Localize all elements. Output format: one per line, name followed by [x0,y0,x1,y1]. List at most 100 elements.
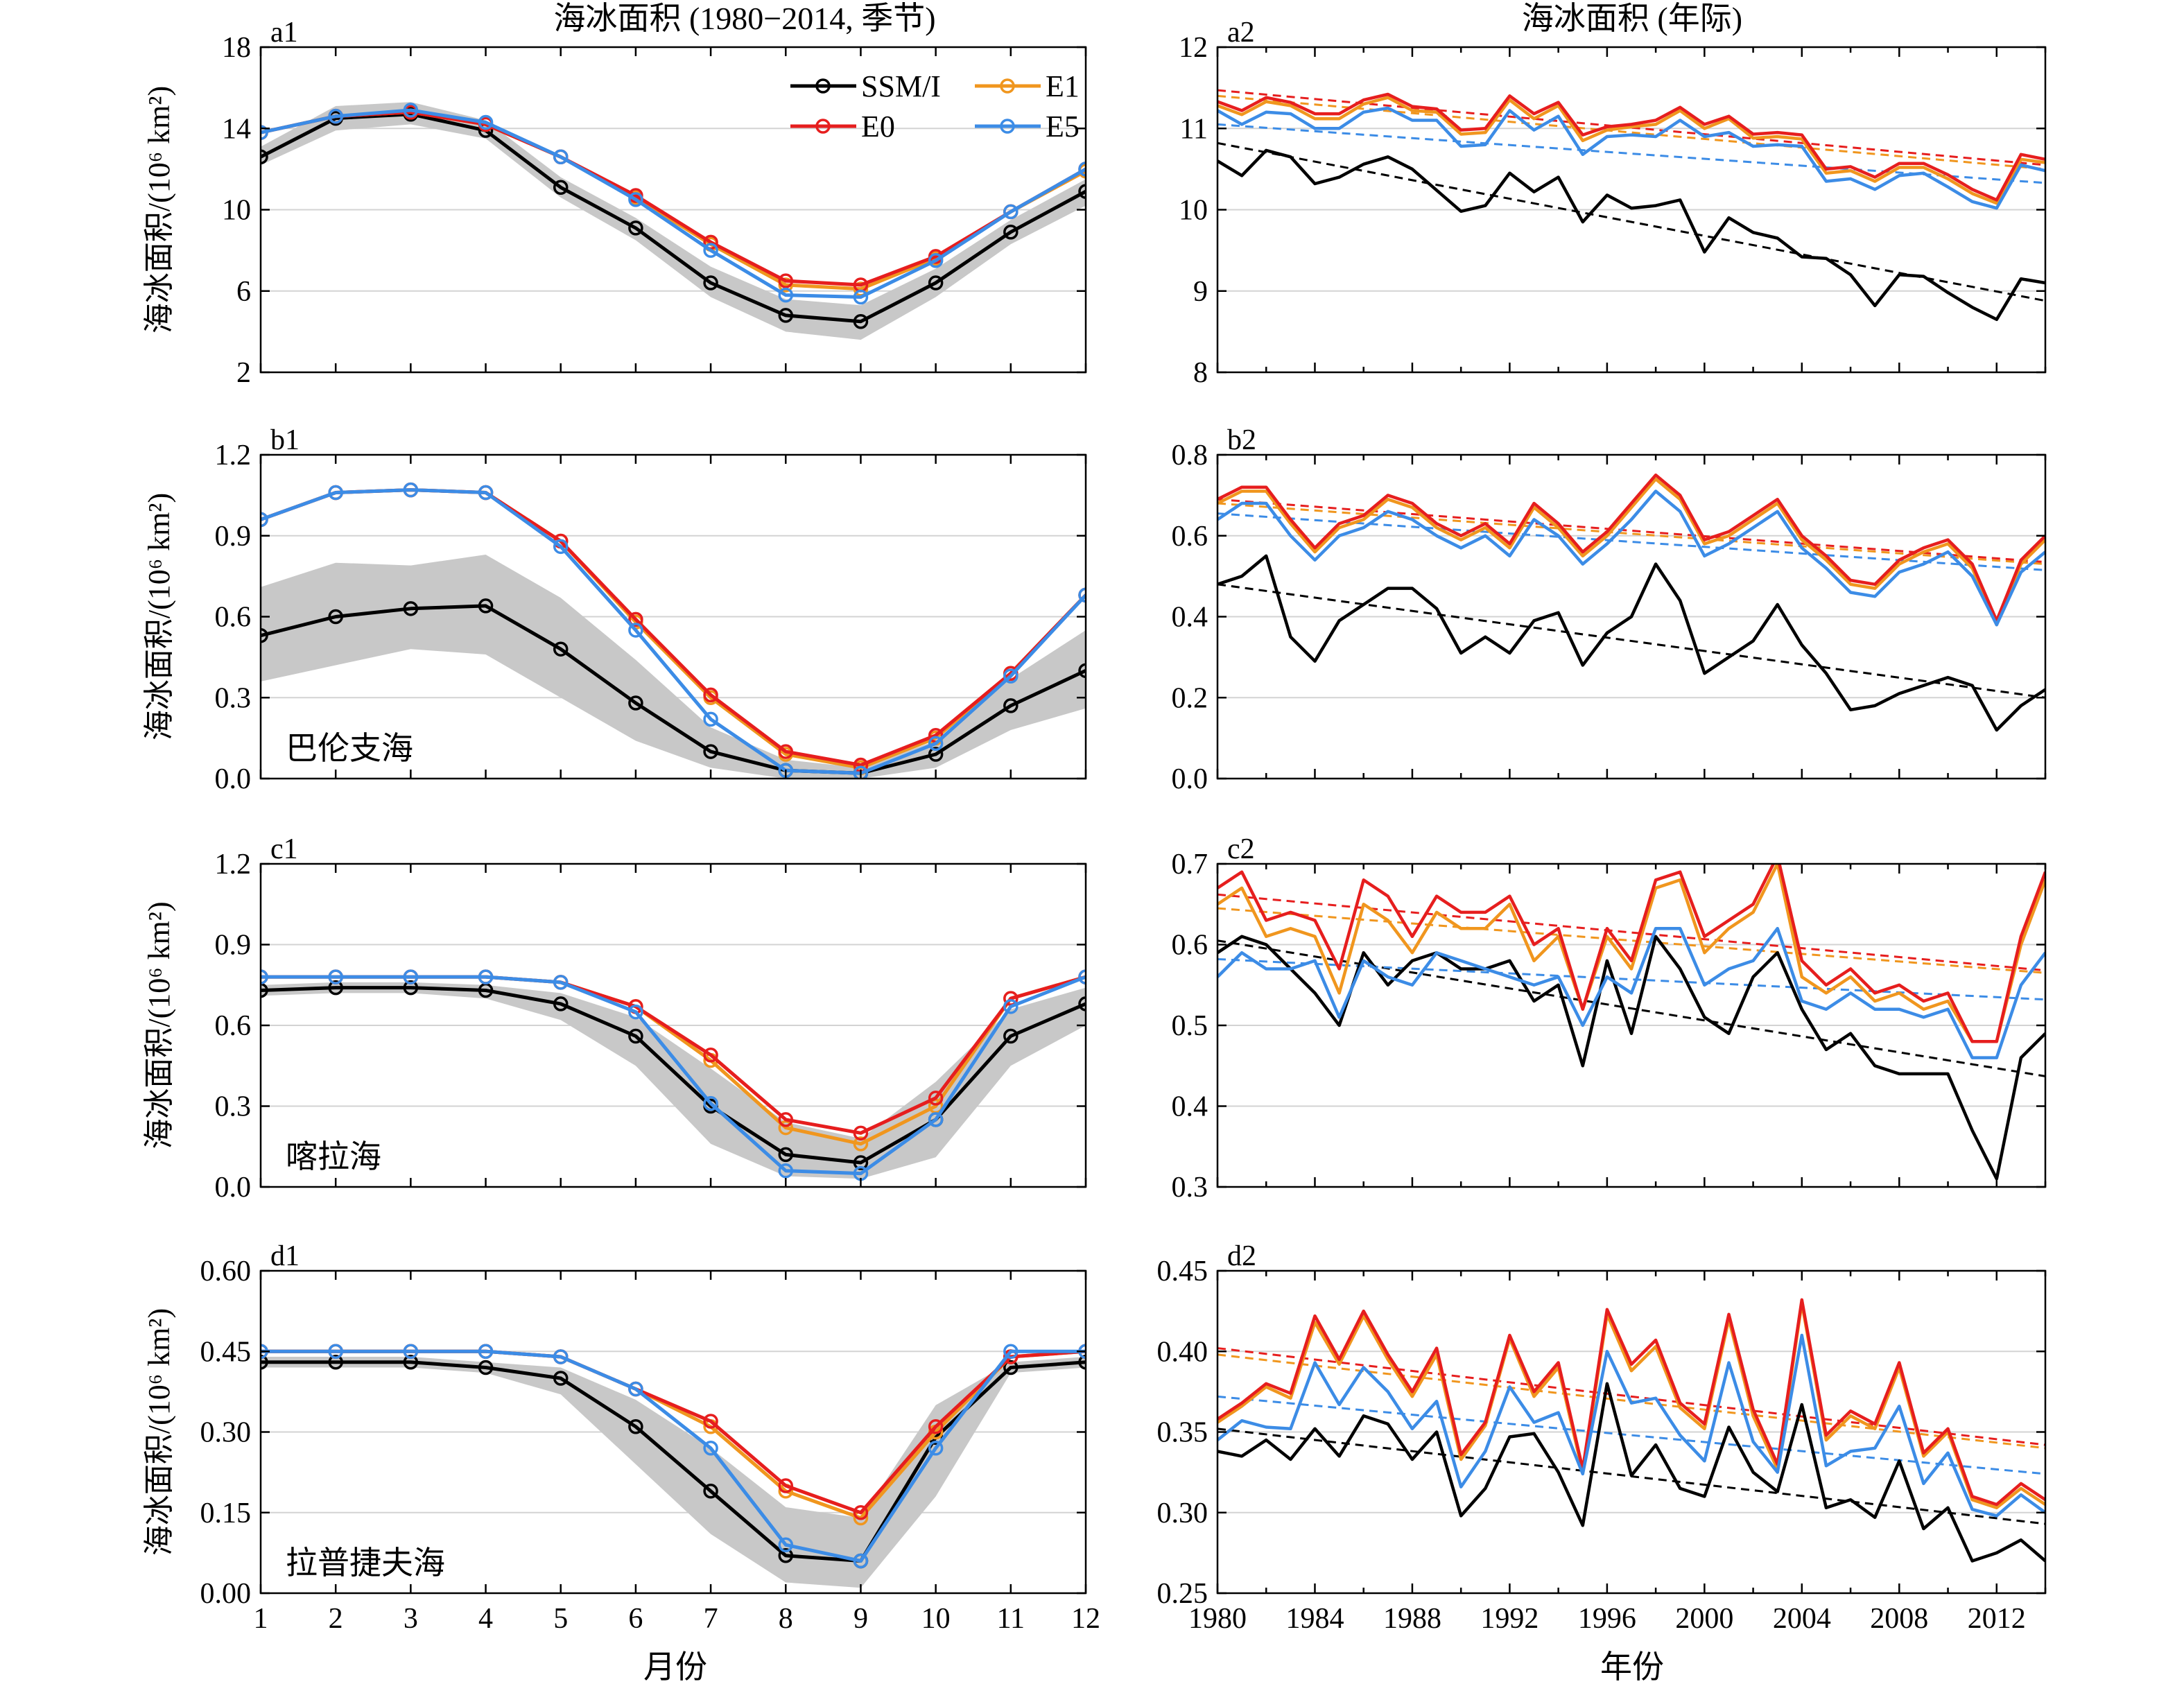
data-point-ssmi [261,149,268,165]
ytick-label: 0.30 [1157,1498,1208,1529]
xtick-label: 7 [704,1603,718,1635]
data-point-e5 [628,1004,643,1020]
data-point-ssmi [778,308,794,323]
ytick-label: 0.4 [1172,1091,1208,1123]
ytick-label: 11 [1180,113,1208,145]
panel-d1: 0.000.150.300.450.601 2 3 4 5 6 7 8 9 10 11 12d1拉普捷… [142,1240,1100,1635]
data-point-ssmi [403,1355,419,1370]
data-point-e5 [478,969,494,984]
data-point-ssmi [328,609,343,625]
ytick-label: 0.25 [1157,1578,1208,1610]
spread-band [261,982,1086,1179]
legend-marker [815,78,831,94]
series-line-ssmi [1217,935,2045,1181]
data-point-ssmi [628,220,643,236]
trend-line-e1 [1217,94,2045,171]
series-line-e5 [261,488,1086,775]
legend-entry-ssmi: SSM/I [790,69,941,103]
series-line-e5 [1217,926,2045,1059]
ylabel: 海冰面积/(10⁶ km²) [142,1308,176,1556]
series-line-e5 [1217,106,2045,210]
panel-label: b1 [270,424,300,456]
panel-label: c1 [270,833,298,865]
legend-marker [1000,78,1015,94]
ytick-label: 0.40 [1157,1336,1208,1368]
data-point-ssmi [403,980,419,996]
series-line-e1 [1217,477,2045,627]
series-line-ssmi [1217,148,2045,322]
data-point-e5 [553,149,569,165]
data-point-e5 [1078,162,1086,177]
series-line-e0 [1217,92,2045,202]
data-point-e5 [928,1441,944,1456]
data-point-e5 [328,969,343,984]
series-line-ssmi [261,986,1086,1165]
ytick-label: 1.2 [215,849,252,880]
plot-area [261,1344,1086,1588]
ytick-label: 0.00 [200,1578,252,1610]
panel-label: d1 [270,1240,300,1272]
xtick-label: 8 [779,1603,793,1635]
ytick-label: 9 [1193,276,1208,308]
data-point-e1 [778,1120,794,1136]
series-line-ssmi [261,112,1086,324]
data-point-e5 [553,539,569,555]
ytick-label: 0.35 [1157,1417,1208,1449]
ytick-label: 0.6 [215,602,252,634]
series-line-ssmi [1217,1382,2045,1563]
data-point-ssmi [628,1028,643,1044]
ytick-label: 0.9 [215,521,252,553]
data-point-ssmi [928,747,944,762]
data-point-ssmi [553,996,569,1012]
col-title-interannual: 海冰面积 (年际) [1522,1,1742,36]
data-point-ssmi [628,1419,643,1434]
data-point-e5 [928,253,944,268]
data-point-e5 [628,623,643,638]
data-point-ssmi [778,1548,794,1563]
data-point-e0 [853,1505,869,1520]
data-point-e0 [928,1419,944,1434]
legend-label: E5 [1046,110,1080,144]
series-line-e0 [1217,473,2045,623]
data-point-ssmi [478,598,494,614]
series-line-e5 [261,108,1086,299]
data-point-ssmi [261,627,268,643]
series-line-ssmi [261,604,1086,775]
data-point-e5 [703,243,718,258]
legend-marker [815,119,831,134]
xtick-label: 6 [628,1603,643,1635]
data-point-e0 [928,1091,944,1106]
plot-area [261,969,1086,1181]
data-point-e5 [478,485,494,501]
data-point-e0 [778,273,794,288]
data-point-e5 [703,1441,718,1456]
ytick-label: 0.0 [215,763,252,795]
data-point-e5 [778,287,794,303]
ytick-label: 0.5 [1172,1010,1208,1042]
xtick-label: 2012 [1968,1603,2026,1635]
xtick-label: 12 [1071,1603,1100,1635]
data-point-ssmi [778,1147,794,1163]
series-line-e1 [1217,96,2045,205]
data-point-ssmi [1003,1360,1019,1375]
spread-band [261,102,1086,340]
ytick-label: 6 [236,276,251,308]
series-line-e5 [1217,1333,2045,1518]
panel-b2: 0.0 0.2 0.4 0.6 0.8 b2 [1172,424,2047,795]
legend-entry-e0: E0 [790,110,895,144]
region-label: 巴伦支海 [286,731,413,766]
legend-entry-e5: E5 [975,110,1080,144]
ytick-label: 2 [236,357,251,389]
ylabel: 海冰面积/(10⁶ km²) [142,493,176,740]
ytick-label: 14 [222,113,251,145]
ytick-label: 0.30 [200,1417,252,1449]
column-titles: 海冰面积 (1980−2014, 季节) 海冰面积 (年际) [553,1,1742,36]
plot-area [261,102,1086,340]
data-point-e1 [853,1136,869,1152]
spread-band [261,555,1086,779]
data-point-e0 [778,1478,794,1493]
data-point-e0 [778,744,794,759]
ytick-label: 0.4 [1172,602,1208,634]
ytick-label: 0.3 [215,682,252,714]
